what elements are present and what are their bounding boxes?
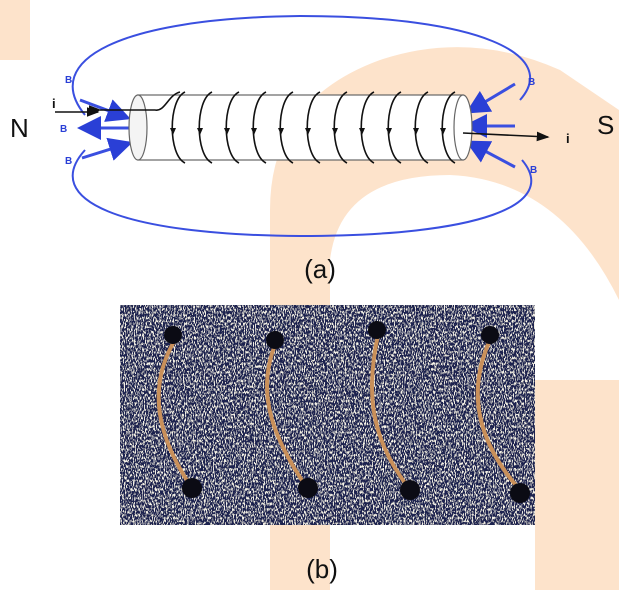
caption: (a) xyxy=(304,254,336,284)
figure: N S i i B B B B B (a) (b) xyxy=(0,0,619,590)
field-label: B xyxy=(65,75,72,86)
field-label: B xyxy=(530,165,537,176)
current-label: i xyxy=(52,96,56,111)
field-label: B xyxy=(65,156,72,167)
current-label: i xyxy=(566,131,570,146)
pole-label: N xyxy=(10,113,29,143)
caption: (b) xyxy=(306,554,338,584)
photo xyxy=(120,305,535,525)
pole-label: S xyxy=(597,110,614,140)
field-label: B xyxy=(528,77,535,88)
field-label: B xyxy=(60,124,67,135)
